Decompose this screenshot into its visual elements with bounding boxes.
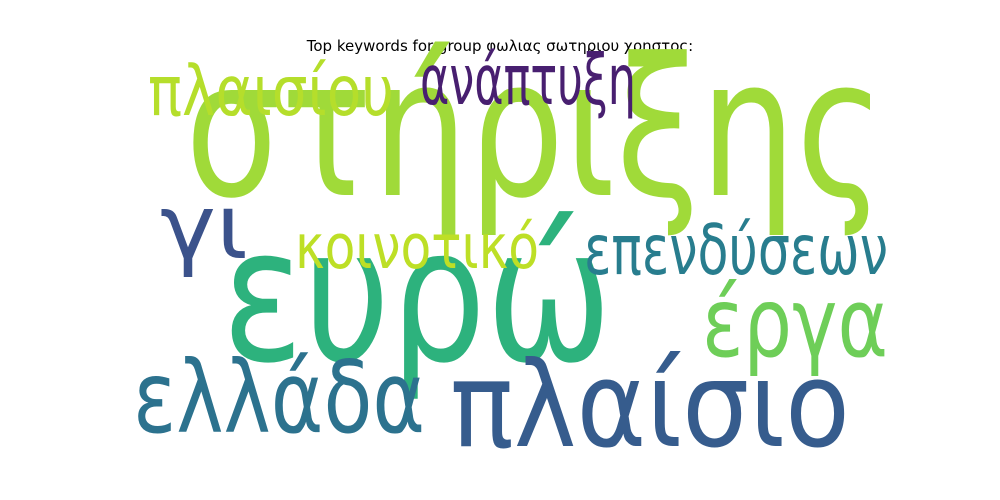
word-6: γι [160, 175, 248, 280]
chart-title: Top keywords for group φωλιας σωτηριου χ… [306, 37, 694, 55]
word-7: επενδύσεων [584, 211, 888, 291]
word-8: πλαισίου [148, 52, 394, 132]
word-4: ελλάδα [133, 339, 425, 456]
word-9: ανάπτυξη [420, 41, 636, 121]
word-1: στήριξης [185, 18, 885, 241]
word-5: έργα [702, 267, 888, 379]
word-2: ευρώ [222, 187, 612, 404]
word-10: κοινοτικό [295, 212, 539, 283]
word-3: πλαίσιο [450, 337, 850, 475]
